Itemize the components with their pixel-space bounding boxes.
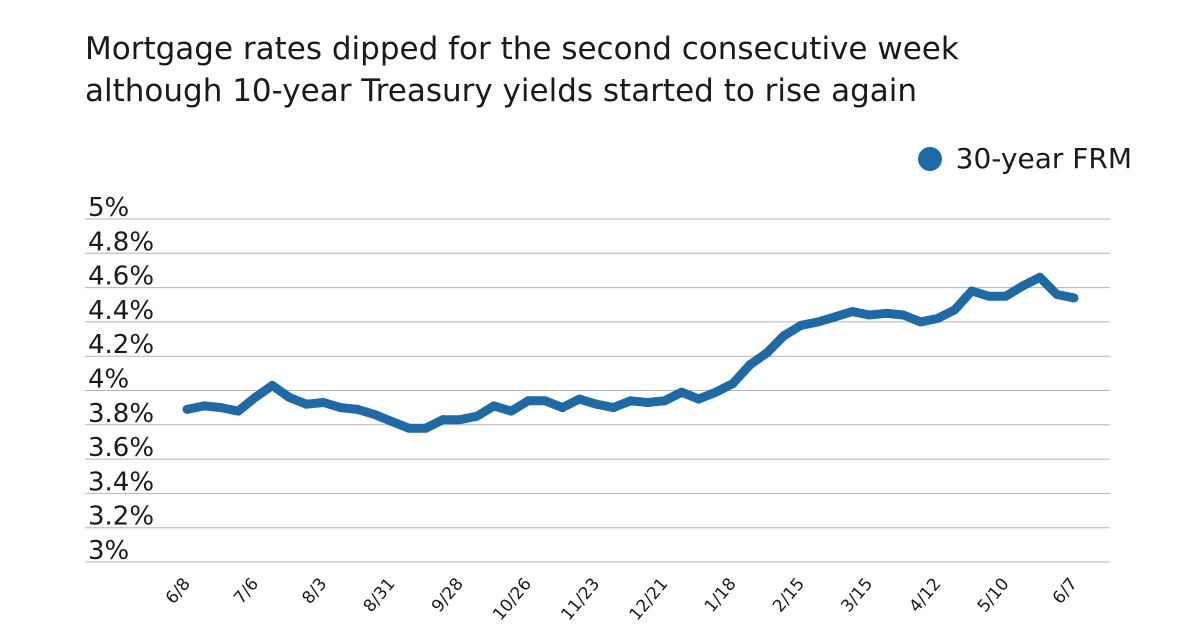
data-point bbox=[250, 392, 260, 402]
data-point bbox=[455, 415, 465, 425]
x-tick-label: 2/15 bbox=[769, 574, 809, 616]
data-point bbox=[1069, 293, 1079, 303]
data-point bbox=[950, 305, 960, 315]
data-point bbox=[199, 401, 209, 411]
y-tick-label: 3.6% bbox=[88, 433, 154, 463]
data-point bbox=[540, 396, 550, 406]
y-tick-label: 3.2% bbox=[88, 502, 154, 532]
y-tick-label: 3.4% bbox=[88, 467, 154, 497]
data-point bbox=[694, 394, 704, 404]
data-point bbox=[643, 398, 653, 408]
x-tick-label: 7/6 bbox=[230, 574, 263, 608]
data-point bbox=[404, 423, 414, 433]
y-tick-label: 4% bbox=[88, 365, 129, 395]
x-tick-label: 4/12 bbox=[906, 574, 946, 616]
chart-title-line-2: although 10-year Treasury yields started… bbox=[85, 73, 918, 109]
data-point bbox=[779, 331, 789, 341]
data-point bbox=[933, 313, 943, 323]
x-tick-label: 10/26 bbox=[489, 574, 536, 624]
data-point bbox=[336, 403, 346, 413]
data-point bbox=[745, 360, 755, 370]
chart-title: Mortgage rates dipped for the second con… bbox=[85, 28, 1165, 112]
data-point bbox=[967, 286, 977, 296]
y-tick-label: 4.8% bbox=[88, 227, 154, 257]
y-axis-ticks: 3% 3.2% 3.4% 3.6% 3.8% 4% 4.2% 4.4% 4.6% 4.8% 5% bbox=[88, 193, 154, 566]
data-point bbox=[796, 320, 806, 330]
legend-marker bbox=[917, 146, 942, 171]
gridlines bbox=[85, 218, 1110, 563]
chart-title-line-1: Mortgage rates dipped for the second con… bbox=[85, 31, 959, 67]
x-tick-label: 8/31 bbox=[360, 574, 400, 616]
x-tick-label: 12/21 bbox=[626, 574, 673, 624]
series-group bbox=[182, 272, 1079, 433]
y-tick-label: 5% bbox=[88, 193, 129, 223]
data-point bbox=[182, 404, 192, 414]
data-point bbox=[267, 380, 277, 390]
x-tick-label: 6/7 bbox=[1049, 574, 1082, 608]
data-point bbox=[284, 392, 294, 402]
data-point bbox=[1052, 289, 1062, 299]
y-tick-label: 3% bbox=[88, 536, 129, 566]
data-point bbox=[762, 348, 772, 358]
x-tick-label: 9/28 bbox=[428, 574, 468, 616]
data-point bbox=[864, 310, 874, 320]
data-point bbox=[387, 416, 397, 426]
data-point bbox=[421, 423, 431, 433]
data-point bbox=[898, 310, 908, 320]
x-tick-label: 3/15 bbox=[837, 574, 877, 616]
data-point bbox=[608, 403, 618, 413]
data-point bbox=[847, 307, 857, 317]
x-axis-ticks: 6/8 7/6 8/3 8/31 9/28 10/26 11/23 12/21 1/18 2/15… bbox=[162, 574, 1082, 624]
data-point bbox=[711, 387, 721, 397]
data-point bbox=[438, 415, 448, 425]
y-tick-label: 4.4% bbox=[88, 296, 154, 326]
x-tick-label: 1/18 bbox=[701, 574, 741, 616]
data-point bbox=[301, 399, 311, 409]
data-point bbox=[591, 399, 601, 409]
data-point bbox=[489, 401, 499, 411]
data-point bbox=[881, 308, 891, 318]
legend-label: 30-year FRM bbox=[955, 142, 1132, 175]
data-point bbox=[574, 394, 584, 404]
data-point bbox=[216, 403, 226, 413]
data-point bbox=[813, 317, 823, 327]
data-point bbox=[660, 396, 670, 406]
x-tick-label: 8/3 bbox=[298, 574, 331, 608]
data-point bbox=[626, 396, 635, 406]
data-point bbox=[472, 411, 482, 421]
x-tick-label: 11/23 bbox=[557, 574, 604, 624]
data-point bbox=[557, 403, 567, 413]
data-point bbox=[506, 406, 516, 416]
x-tick-label: 6/8 bbox=[162, 574, 195, 608]
data-point bbox=[915, 317, 925, 327]
y-tick-label: 4.2% bbox=[88, 330, 154, 360]
data-point bbox=[830, 312, 840, 322]
data-point bbox=[984, 291, 994, 301]
data-point bbox=[370, 410, 380, 420]
data-point bbox=[353, 404, 363, 414]
data-point bbox=[1018, 281, 1028, 291]
data-point bbox=[1001, 291, 1011, 301]
data-point bbox=[1035, 272, 1045, 282]
series-line-30-year-frm bbox=[186, 272, 1075, 433]
data-point bbox=[523, 396, 533, 406]
y-tick-label: 4.6% bbox=[88, 262, 154, 292]
data-point bbox=[677, 387, 687, 397]
chart-legend: 30-year FRM bbox=[917, 142, 1132, 175]
x-tick-label: 5/10 bbox=[974, 574, 1014, 616]
y-tick-label: 3.8% bbox=[88, 399, 154, 429]
data-point bbox=[233, 406, 243, 416]
data-point bbox=[318, 398, 328, 408]
data-point bbox=[728, 379, 738, 389]
